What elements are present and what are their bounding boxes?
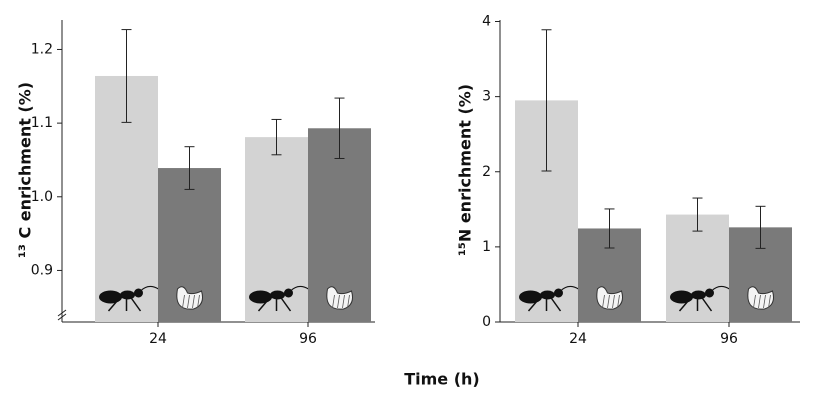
larva-segment [602,294,605,309]
larva-segment [763,294,766,309]
ant-antenna [290,285,309,292]
larva-segment [332,294,335,309]
larva-segment [607,294,610,309]
x-tick-label: 96 [299,331,317,347]
y-tick-label: 1.1 [31,115,53,131]
larva-icon [176,286,203,310]
larva-segment [768,294,771,309]
error-bar [334,97,345,159]
y-tick-label: 0.9 [31,262,53,278]
error-bar [184,146,195,190]
ant-body [120,290,135,300]
y-tick-label: 3 [482,89,491,105]
ant-body [249,290,272,304]
ant-icon [519,285,579,312]
ant-leg [527,296,542,312]
x-tick-label: 24 [149,331,167,347]
larva-icon [747,286,774,310]
y-axis-label: ¹³ C enrichment (%) [16,82,35,258]
error-bar [121,29,132,123]
larva-segment [758,294,761,309]
larva-segment [617,294,620,309]
error-bar [692,197,703,232]
ant-body [99,290,122,304]
error-bar [541,29,552,172]
larva-icon [326,286,353,310]
ant-body [691,290,706,300]
larva-segment [182,294,185,309]
larva-segment [337,294,340,309]
x-tick-label: 96 [720,331,738,347]
y-tick-label: 2 [482,164,491,180]
ant-body [270,290,285,300]
x-axis-label: Time (h) [404,370,480,389]
ant-leg [549,296,562,312]
ant-antenna [560,285,579,292]
ant-icon [99,285,159,312]
ant-icon [670,285,730,312]
ant-antenna [711,285,730,292]
ant-body [519,290,542,304]
ant-leg [129,296,142,312]
ant-body [540,290,555,300]
bar [308,128,371,322]
axis-break [57,313,67,321]
axis-break [57,309,67,317]
error-bar [755,205,766,249]
ant-icon [249,285,309,312]
larva-segment [347,294,350,309]
y-tick-label: 1.2 [31,41,53,57]
ant-antenna [140,285,159,292]
ant-leg [279,296,292,312]
y-tick-label: 4 [482,14,491,30]
ant-body [670,290,693,304]
larva-segment [192,294,195,309]
larva-segment [753,294,756,309]
y-tick-label: 0 [482,314,491,330]
y-tick-label: 1.0 [31,189,53,205]
larva-segment [197,294,200,309]
larva-segment [342,294,345,309]
y-axis-label: ¹⁵N enrichment (%) [456,84,475,256]
ant-leg [257,296,272,312]
x-tick-label: 24 [569,331,587,347]
error-bar [271,118,282,156]
ant-leg [107,296,122,312]
larva-icon [596,286,623,310]
error-bar [604,208,615,249]
larva-segment [187,294,190,309]
ant-leg [700,296,713,312]
ant-leg [678,296,693,312]
y-tick-label: 1 [482,239,491,255]
larva-segment [612,294,615,309]
